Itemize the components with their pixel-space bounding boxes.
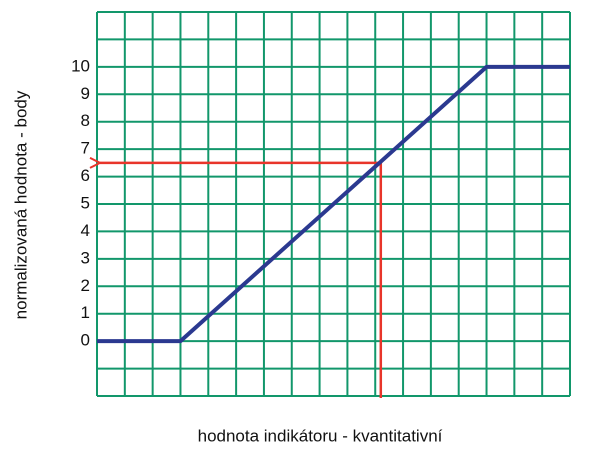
data-line [97, 64, 570, 344]
y-tick-label: 9 [81, 84, 90, 103]
x-axis-label: hodnota indikátoru - kvantitativní [198, 426, 443, 445]
y-tick-label: 1 [81, 303, 90, 322]
y-tick-label: 7 [81, 139, 90, 158]
y-tick-label: 8 [81, 111, 90, 130]
y-tick-label: 6 [81, 166, 90, 185]
y-tick-label: 3 [81, 248, 90, 267]
y-tick-label: 4 [81, 221, 90, 240]
y-tick-label: 5 [81, 193, 90, 212]
y-tick-label: 10 [71, 56, 90, 75]
y-axis-label: normalizovaná hodnota - body [11, 90, 30, 319]
y-tick-label: 2 [81, 276, 90, 295]
y-tick-label: 0 [81, 331, 90, 350]
